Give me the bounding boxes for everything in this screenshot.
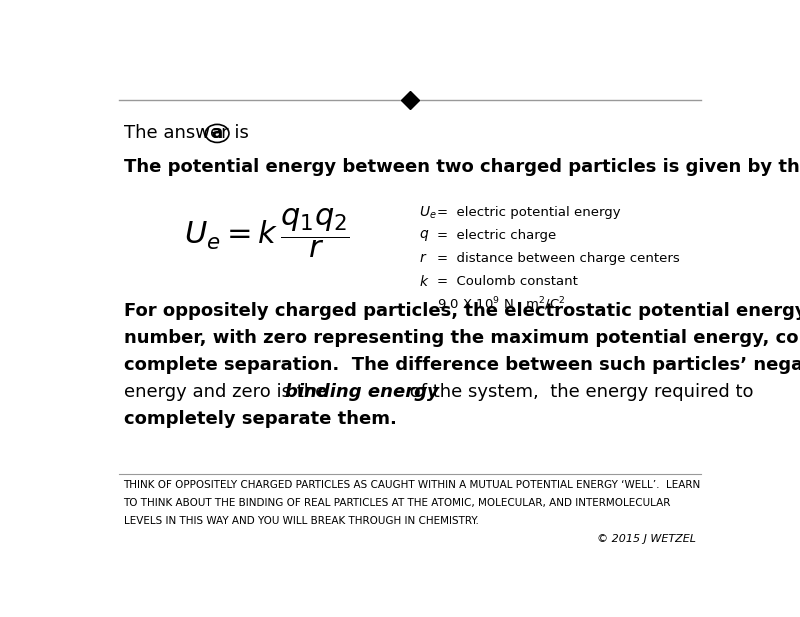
Text: =  electric charge: = electric charge (437, 229, 556, 242)
Text: completely separate them.: completely separate them. (123, 410, 397, 428)
Text: LEVELS IN THIS WAY AND YOU WILL BREAK THROUGH IN CHEMISTRY.: LEVELS IN THIS WAY AND YOU WILL BREAK TH… (123, 516, 478, 526)
Text: =  electric potential energy: = electric potential energy (437, 206, 620, 219)
Text: THINK OF OPPOSITELY CHARGED PARTICLES AS CAUGHT WITHIN A MUTUAL POTENTIAL ENERGY: THINK OF OPPOSITELY CHARGED PARTICLES AS… (123, 480, 701, 490)
Text: $U_e = k\,\dfrac{q_1 q_2}{r}$: $U_e = k\,\dfrac{q_1 q_2}{r}$ (185, 207, 350, 260)
Text: © 2015 J WETZEL: © 2015 J WETZEL (598, 534, 697, 544)
Text: TO THINK ABOUT THE BINDING OF REAL PARTICLES AT THE ATOMIC, MOLECULAR, AND INTER: TO THINK ABOUT THE BINDING OF REAL PARTI… (123, 498, 671, 508)
Text: The potential energy between two charged particles is given by this formula:: The potential energy between two charged… (123, 158, 800, 176)
Text: complete separation.  The difference between such particles’ negative potential: complete separation. The difference betw… (123, 356, 800, 374)
Text: $U_e$: $U_e$ (419, 205, 437, 221)
Text: $k$: $k$ (419, 274, 430, 289)
Text: binding energy: binding energy (285, 383, 438, 401)
Text: a: a (212, 125, 222, 143)
Text: =  distance between charge centers: = distance between charge centers (437, 252, 679, 265)
Text: =  Coulomb constant: = Coulomb constant (437, 275, 578, 288)
Text: energy and zero is the: energy and zero is the (123, 383, 331, 401)
Text: $r$: $r$ (419, 251, 428, 265)
Text: of the system,  the energy required to: of the system, the energy required to (404, 383, 754, 401)
Text: number, with zero representing the maximum potential energy, corresponding to: number, with zero representing the maxim… (123, 329, 800, 347)
Text: $q$: $q$ (419, 228, 430, 243)
Text: The answer is: The answer is (123, 125, 249, 143)
Text: 9.0 X 10$^9$ N · m$^2$/C$^2$: 9.0 X 10$^9$ N · m$^2$/C$^2$ (437, 295, 566, 313)
Text: For oppositely charged particles, the electrostatic potential energy is a negati: For oppositely charged particles, the el… (123, 302, 800, 320)
